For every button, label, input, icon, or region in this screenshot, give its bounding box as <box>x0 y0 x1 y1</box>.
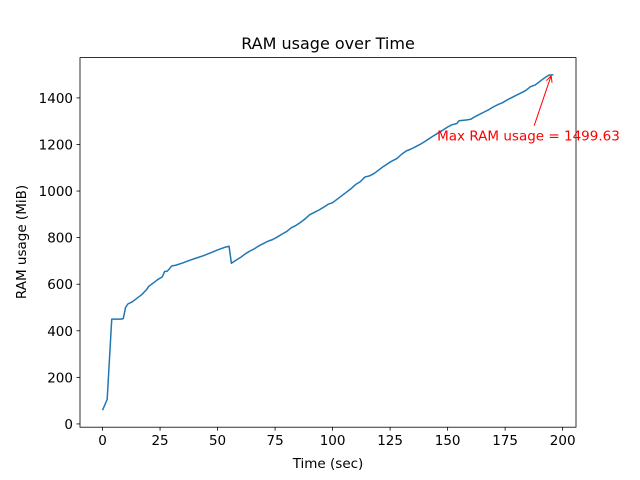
annotation-arrow-head <box>550 75 553 83</box>
annotation-arrow <box>533 75 552 126</box>
chart-title: RAM usage over Time <box>241 34 415 53</box>
y-axis-label: RAM usage (MiB) <box>14 185 30 299</box>
x-tick-label: 175 <box>492 433 518 449</box>
x-tick-label: 200 <box>550 433 576 449</box>
x-tick-label: 75 <box>266 433 283 449</box>
axes-frame <box>79 57 577 428</box>
x-tick-label: 0 <box>98 433 107 449</box>
y-tick-label: 800 <box>47 231 73 247</box>
x-tick-label: 50 <box>209 433 226 449</box>
annotation-text: Max RAM usage = 1499.63 <box>437 129 620 145</box>
annotation-arrow-head <box>545 75 552 82</box>
y-tick-label: 200 <box>47 370 73 386</box>
y-tick-label: 1400 <box>39 91 73 107</box>
data-line <box>101 73 554 411</box>
y-tick-label: 400 <box>47 324 73 340</box>
x-tick-label: 150 <box>435 433 461 449</box>
x-tick-label: 25 <box>151 433 168 449</box>
x-tick-label: 125 <box>377 433 403 449</box>
x-tick-label: 100 <box>320 433 346 449</box>
y-tick-label: 600 <box>47 277 73 293</box>
y-tick-label: 0 <box>64 417 73 433</box>
x-axis-label: Time (sec) <box>292 456 364 472</box>
y-tick-label: 1200 <box>39 137 73 153</box>
y-tick-label: 1000 <box>39 184 73 200</box>
